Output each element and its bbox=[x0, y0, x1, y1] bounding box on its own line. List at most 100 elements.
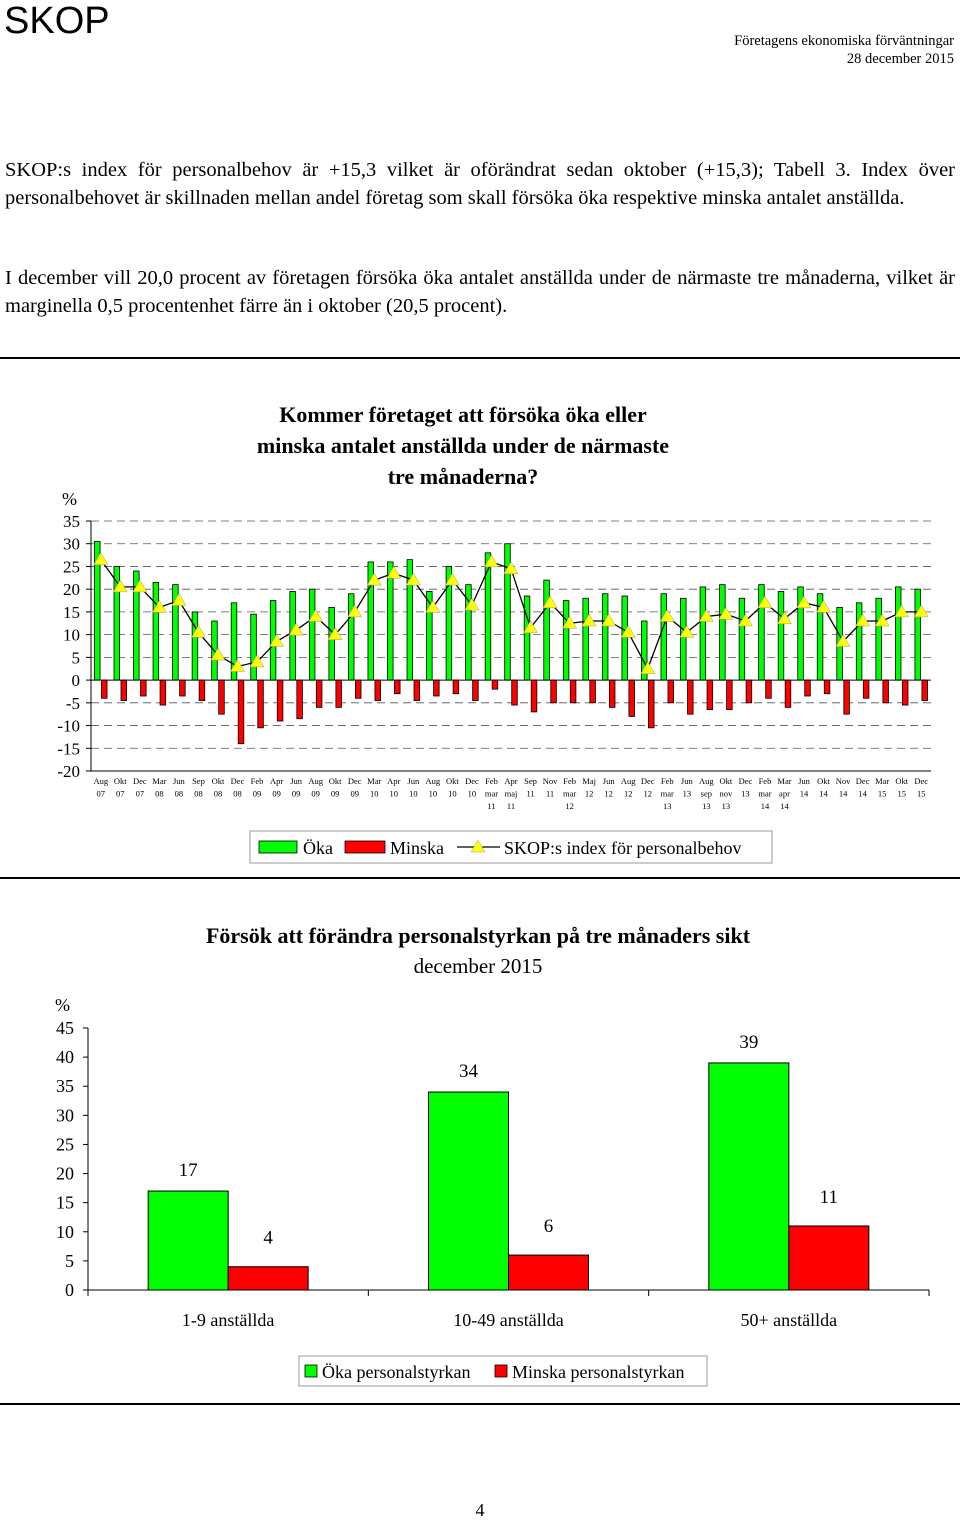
chart1-bar-decrease bbox=[648, 679, 655, 729]
chart2-y-tick-label: 10 bbox=[56, 1222, 74, 1242]
chart1-bar-decrease bbox=[355, 679, 362, 699]
chart1-bar-decrease bbox=[765, 679, 772, 699]
chart1-index-marker bbox=[93, 552, 109, 565]
chart1-bar-increase bbox=[621, 595, 628, 681]
chart1-bar-increase bbox=[738, 597, 746, 681]
chart2-legend-label-decrease: Minska personalstyrkan bbox=[512, 1362, 684, 1382]
chart1-bar-increase bbox=[660, 593, 667, 681]
chart1-index-marker bbox=[698, 608, 714, 622]
chart1-x-tick-label: Feb mar 11 bbox=[485, 776, 498, 811]
chart1-legend-swatch-increase bbox=[258, 840, 298, 854]
chart1-bar-decrease bbox=[530, 679, 538, 713]
chart1-bar-decrease bbox=[237, 679, 245, 745]
chart1-bar-decrease bbox=[667, 679, 674, 704]
chart1-bar-decrease bbox=[862, 679, 870, 699]
chart1-x-tick-label: Okt 14 bbox=[817, 776, 830, 799]
chart1-index-marker bbox=[484, 554, 499, 568]
chart2-data-label-decrease: 11 bbox=[820, 1187, 838, 1208]
chart1-index-marker bbox=[835, 633, 851, 647]
chart1-bar-decrease bbox=[589, 679, 596, 704]
chart1-x-tick-label: Dec 09 bbox=[348, 776, 362, 799]
chart1-x-tick-label: Okt 09 bbox=[329, 776, 342, 799]
chart1-bar-decrease bbox=[804, 679, 811, 697]
chart2-bar-increase bbox=[708, 1062, 790, 1291]
chart1-bar-increase bbox=[523, 595, 531, 681]
chart1-bar-increase bbox=[152, 581, 160, 681]
chart1-index-marker bbox=[874, 613, 890, 627]
chart1-bar-increase bbox=[719, 584, 726, 681]
chart1-bar-decrease bbox=[315, 679, 323, 708]
chart1-index-marker bbox=[855, 613, 871, 627]
chart1-bar-increase bbox=[855, 602, 863, 681]
chart1-index-marker bbox=[366, 572, 382, 586]
chart1-bar-decrease bbox=[491, 679, 499, 690]
chart1-index-marker bbox=[757, 595, 773, 609]
chart2-data-label-decrease: 4 bbox=[263, 1228, 273, 1249]
chart2-y-tick-label: 40 bbox=[56, 1047, 74, 1067]
chart1-index-marker bbox=[659, 608, 675, 622]
chart1-x-tick-label: Dec 15 bbox=[914, 776, 928, 799]
chart1-index-marker bbox=[581, 613, 597, 627]
chart2-bar-decrease bbox=[227, 1266, 309, 1291]
chart2-y-unit: % bbox=[55, 995, 70, 1015]
chart1-index-marker bbox=[542, 595, 558, 609]
chart2-legend-swatch-decrease bbox=[494, 1364, 508, 1378]
chart1-index-marker bbox=[112, 579, 128, 593]
chart1-bar-increase bbox=[582, 597, 589, 681]
chart1-x-tick-label: Sep 11 bbox=[524, 776, 537, 799]
chart2-legend-label-increase: Öka personalstyrkan bbox=[322, 1362, 470, 1382]
chart1-index-marker bbox=[620, 624, 636, 638]
paragraph-index-summary: SKOP:s index för personalbehov är +15,3 … bbox=[5, 159, 955, 209]
chart1-x-tick-label: Dec 14 bbox=[856, 776, 870, 799]
chart1-x-tick-label: Okt nov 13 bbox=[720, 776, 734, 811]
chart1-bar-decrease bbox=[296, 679, 303, 720]
chart1-legend-marker-index bbox=[470, 839, 486, 853]
chart1-x-tick-label: Feb mar 12 bbox=[563, 776, 576, 811]
chart2-data-label-increase: 39 bbox=[739, 1032, 758, 1053]
chart1-x-tick-label: Apr 09 bbox=[270, 776, 283, 799]
header-subtitle: Företagens ekonomiska förväntningar bbox=[734, 33, 954, 49]
chart1-y-tick-label: -10 bbox=[57, 717, 80, 736]
chart2-bar-decrease bbox=[508, 1254, 589, 1291]
chart1-index-marker bbox=[640, 661, 656, 674]
chart1-index-marker bbox=[151, 599, 167, 613]
chart1-y-tick-label: -20 bbox=[57, 762, 80, 781]
chart1-index-marker bbox=[777, 611, 792, 624]
chart1-bar-increase bbox=[348, 593, 355, 681]
paragraph-december-share: I december vill 20,0 procent av företage… bbox=[5, 267, 955, 317]
chart2-y-tick-label: 5 bbox=[65, 1251, 74, 1271]
chart1-index-marker bbox=[210, 647, 226, 661]
chart1-x-tick-label: Jun 12 bbox=[603, 776, 616, 799]
chart1-index-marker bbox=[464, 597, 480, 611]
chart2-y-tick-label: 30 bbox=[56, 1105, 74, 1125]
chart1-bar-decrease bbox=[784, 679, 792, 708]
chart1-bar-increase bbox=[699, 586, 707, 681]
chart1-bar-decrease bbox=[120, 679, 128, 701]
chart1-index-marker bbox=[327, 627, 343, 640]
chart1-x-tick-label: Aug 12 bbox=[621, 776, 636, 799]
chart1-x-tick-label: Mar 08 bbox=[152, 776, 166, 799]
chart1-bar-decrease bbox=[901, 679, 909, 706]
chart1-index-marker bbox=[913, 604, 929, 618]
chart1-bar-increase bbox=[914, 588, 921, 681]
chart1-y-tick-label: 35 bbox=[63, 512, 80, 531]
chart1-bar-increase bbox=[680, 597, 687, 681]
chart2-y-tick-label: 25 bbox=[56, 1134, 74, 1154]
chart1-bar-decrease bbox=[687, 679, 694, 715]
chart1-bar-decrease bbox=[159, 679, 167, 706]
chart2-bar-increase bbox=[147, 1190, 229, 1291]
chart1-index-marker bbox=[601, 613, 617, 627]
chart2-title: Försök att förändra personalstyrkan på t… bbox=[206, 923, 751, 948]
chart1-bar-decrease bbox=[452, 679, 460, 695]
divider-top bbox=[0, 357, 960, 359]
chart1-x-tick-label: Feb mar 14 bbox=[758, 776, 771, 811]
chart1-bar-decrease bbox=[218, 679, 225, 715]
chart1-x-tick-label: Aug 09 bbox=[308, 776, 323, 799]
chart1-y-tick-label: 15 bbox=[63, 603, 80, 622]
chart1-bar-increase bbox=[387, 561, 394, 681]
chart2-data-label-decrease: 6 bbox=[544, 1216, 554, 1237]
chart1-bar-decrease bbox=[276, 679, 284, 722]
chart2-legend: Öka personalstyrkan Minska personalstyrka… bbox=[298, 1355, 708, 1387]
chart1-bar-increase bbox=[289, 591, 296, 681]
chart1-x-tick-label: Feb 09 bbox=[251, 776, 264, 799]
